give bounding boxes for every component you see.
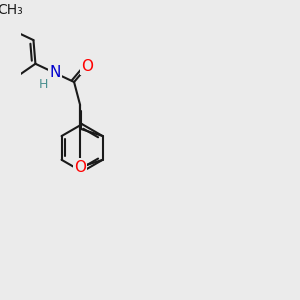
Text: O: O bbox=[74, 160, 86, 175]
Text: H: H bbox=[38, 78, 48, 91]
Text: O: O bbox=[81, 59, 93, 74]
Text: CH₃: CH₃ bbox=[0, 3, 23, 17]
Text: N: N bbox=[49, 65, 60, 80]
